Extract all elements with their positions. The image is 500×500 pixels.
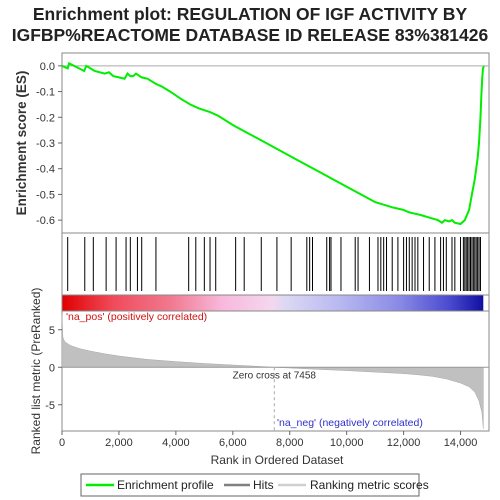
legend-enrichment-label: Enrichment profile bbox=[117, 478, 214, 492]
legend-metric-label: Ranking metric scores bbox=[310, 478, 429, 492]
es-y-tick-label: -0.3 bbox=[36, 138, 55, 150]
rank-x-tick-label: 2,000 bbox=[105, 437, 133, 449]
es-y-tick-label: -0.6 bbox=[36, 215, 55, 227]
rank-y-axis-title: Ranked list metric (PreRanked) bbox=[29, 288, 43, 455]
es-y-tick-label: 0.0 bbox=[40, 61, 55, 73]
legend-hits-label: Hits bbox=[253, 478, 274, 492]
chart-title-line-1: Enrichment plot: REGULATION OF IGF ACTIV… bbox=[33, 4, 468, 24]
es-y-axis: 0.0 -0.1 -0.2 -0.3 -0.4 -0.5 -0.6 bbox=[36, 61, 62, 227]
pos-correlation-label: 'na_pos' (positively correlated) bbox=[66, 311, 207, 323]
hit-markers bbox=[67, 237, 481, 291]
zero-cross-label: Zero cross at 7458 bbox=[233, 370, 317, 381]
es-y-tick-label: -0.4 bbox=[36, 164, 55, 176]
es-panel-frame bbox=[61, 52, 490, 234]
rank-y-tick-label: 5 bbox=[49, 325, 55, 337]
rank-x-tick-label: 12,000 bbox=[387, 437, 421, 449]
es-y-tick-label: -0.5 bbox=[36, 189, 55, 201]
rank-y-tick-label: 0 bbox=[49, 362, 55, 374]
rank-x-tick-label: 4,000 bbox=[162, 437, 190, 449]
rank-color-bar bbox=[62, 295, 484, 311]
rank-x-axis-title: Rank in Ordered Dataset bbox=[211, 453, 344, 467]
chart-title-line-2: IGFBP%REACTOME DATABASE ID RELEASE 83%38… bbox=[12, 25, 489, 45]
rank-x-axis: 0 2,000 4,000 6,000 8,000 10,000 12,000 14,000 bbox=[59, 431, 477, 449]
es-y-tick-label: -0.2 bbox=[36, 112, 55, 124]
enrichment-profile-line bbox=[61, 61, 485, 226]
rank-y-axis: 5 0 -5 bbox=[45, 325, 62, 412]
rank-x-tick-label: 6,000 bbox=[219, 437, 247, 449]
neg-correlation-label: 'na_neg' (negatively correlated) bbox=[277, 417, 423, 429]
rank-x-tick-label: 8,000 bbox=[276, 437, 304, 449]
ranking-metric-area bbox=[61, 314, 484, 429]
rank-x-tick-label: 0 bbox=[59, 437, 65, 449]
rank-y-tick-label: -5 bbox=[45, 400, 55, 412]
es-y-axis-title: Enrichment score (ES) bbox=[14, 71, 29, 216]
es-y-tick-label: -0.1 bbox=[36, 87, 55, 99]
rank-x-tick-label: 10,000 bbox=[330, 437, 364, 449]
rank-x-tick-label: 14,000 bbox=[444, 437, 478, 449]
